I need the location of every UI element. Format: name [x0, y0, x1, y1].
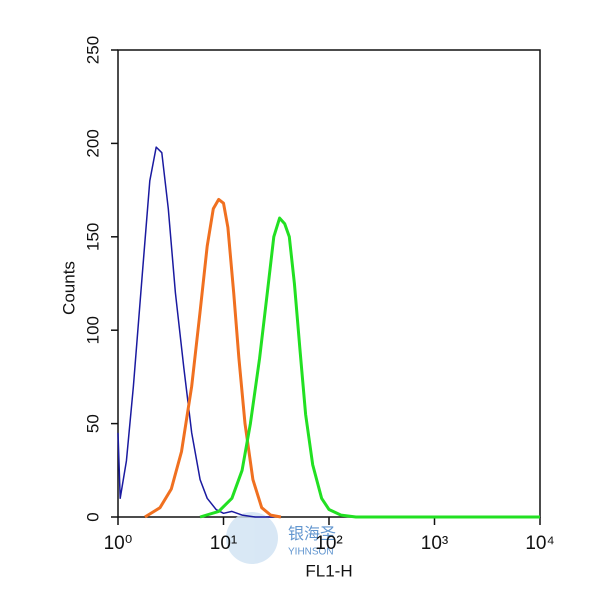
x-tick-label: 10⁰: [104, 533, 133, 554]
y-tick-label: 50: [83, 414, 102, 433]
y-tick-label: 200: [83, 129, 102, 157]
x-tick-label: 10⁴: [525, 533, 554, 554]
series-line: [117, 146, 274, 518]
y-tick-label: 0: [83, 512, 102, 521]
y-tick-label: 100: [83, 316, 102, 344]
x-tick-label: 10¹: [210, 533, 237, 554]
x-tick-label: 10²: [315, 533, 342, 554]
y-tick-label: 150: [83, 223, 102, 251]
series-line: [199, 216, 540, 519]
y-axis-label: Counts: [59, 261, 78, 315]
watermark-logo: [226, 512, 278, 564]
watermark-latin: YIHNSON: [288, 547, 334, 558]
y-tick-label: 250: [83, 36, 102, 64]
series-line: [144, 197, 282, 519]
x-tick-label: 10³: [421, 533, 448, 554]
watermark: 银海圣 YIHNSON: [226, 512, 336, 564]
x-axis-label: FL1-H: [305, 561, 352, 580]
watermark-name: 银海圣: [288, 525, 336, 543]
